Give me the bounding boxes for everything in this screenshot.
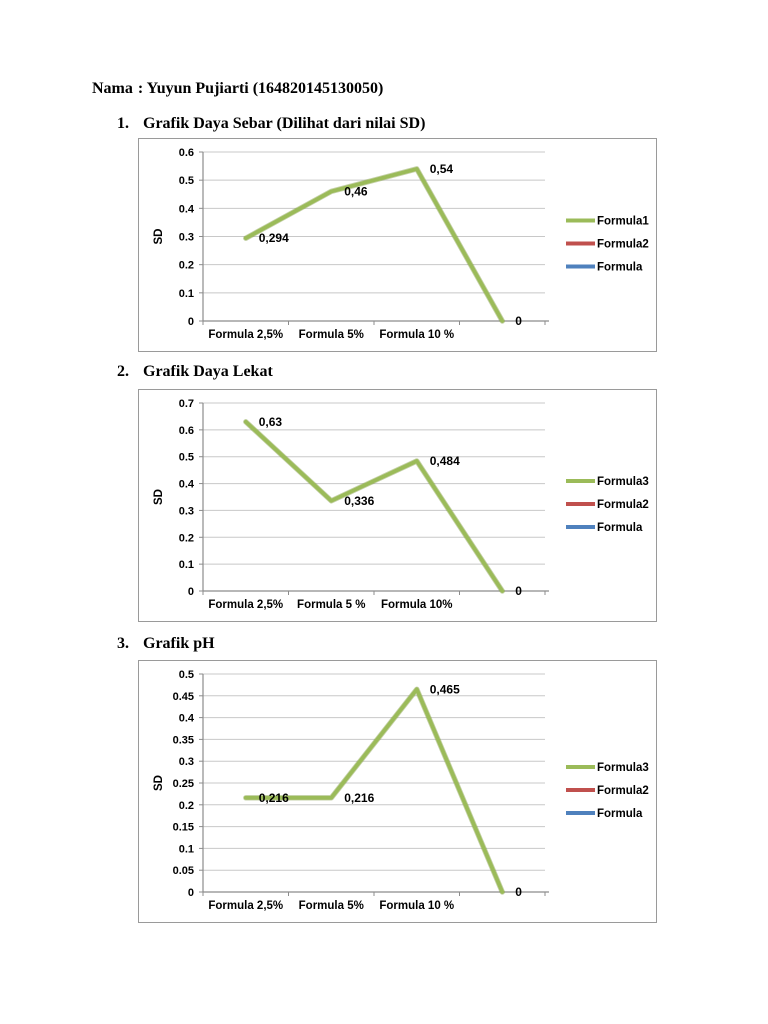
y-tick-label: 0.1 [179,559,194,571]
data-label: 0,216 [259,791,289,805]
x-category-label: Formula 5% [299,900,364,912]
y-tick-label: 0.5 [179,452,194,464]
legend-label: Formula1 [597,216,649,228]
name-label: Nama [92,80,133,97]
y-tick-label: 0.6 [179,425,194,437]
y-tick-label: 0.4 [179,479,195,491]
y-tick-label: 0 [188,316,194,328]
y-tick-label: 0.25 [173,778,194,790]
student-name-line: Nama: Yuyun Pujiarti (164820145130050) [92,80,383,98]
section-title-2: Grafik Daya Lekat [143,363,273,380]
y-tick-label: 0.45 [173,691,194,703]
y-tick-label: 0.05 [173,865,194,877]
legend-label: Formula3 [597,762,649,774]
data-label: 0,216 [344,791,374,805]
legend-label: Formula3 [597,476,649,488]
name-value: : Yuyun Pujiarti (164820145130050) [137,80,384,97]
gridlines [203,151,545,294]
legend-label: Formula2 [597,499,649,511]
data-label: 0,46 [344,184,368,198]
data-label: 0 [515,584,522,598]
legend: Formula3 Formula2 Formula [566,476,649,534]
data-label: 0,336 [344,494,374,508]
x-category-label: Formula 5% [299,329,364,341]
section-number-3: 3. [117,635,129,652]
data-label: 0,54 [430,162,454,176]
chart-daya-lekat: 0 0.1 0.2 0.3 0.4 0.5 0.6 0.7 Formula 2,5% Formul… [138,389,657,622]
y-tick-label: 0.35 [173,734,194,746]
y-tick-label: 0.1 [179,843,194,855]
legend-label: Formula2 [597,785,649,797]
section-title-1: Grafik Daya Sebar (Dilihat dari nilai SD… [143,115,426,132]
y-tick-label: 0.1 [179,288,194,300]
legend: Formula1 Formula2 Formula [566,216,649,274]
section-number-1: 1. [117,115,129,132]
chart-svg: 0 0.1 0.2 0.3 0.4 0.5 0.6 0.7 Formula 2,5% Formul… [153,398,649,611]
x-category-label: Formula 2,5% [208,599,283,611]
data-label: 0,294 [259,231,289,245]
y-tick-label: 0.4 [179,713,195,725]
legend-label: Formula2 [597,239,649,251]
gridlines [203,673,545,871]
legend-label: Formula [597,808,643,820]
y-tick-label: 0.15 [173,822,194,834]
y-tick-label: 0.7 [179,398,194,410]
series-line [243,419,505,593]
data-label: 0 [515,885,522,899]
chart-svg: 0 0.1 0.2 0.3 0.4 0.5 0.6 Formula 2,5% Formula 5… [153,147,649,341]
data-label: 0,63 [259,415,283,429]
y-tick-label: 0.2 [179,532,194,544]
x-category-label: Formula 2,5% [208,329,283,341]
data-label: 0 [515,314,522,328]
y-tick-label: 0.5 [179,175,194,187]
x-category-label: Formula 10% [381,599,453,611]
gridlines [203,402,545,565]
y-axis-title: SD [153,229,165,245]
x-category-label: Formula 2,5% [208,900,283,912]
chart-svg: 0 0.05 0.1 0.15 0.2 0.25 0.3 0.35 0.4 0.45 0.5 Form… [153,669,649,912]
y-tick-label: 0.3 [179,505,194,517]
chart-daya-sebar: 0 0.1 0.2 0.3 0.4 0.5 0.6 Formula 2,5% Formula 5… [138,138,657,352]
section-number-2: 2. [117,363,129,380]
y-tick-label: 0 [188,887,194,899]
y-tick-label: 0.5 [179,669,194,681]
y-axis-title: SD [153,489,165,505]
y-tick-label: 0.6 [179,147,194,159]
section-title-3: Grafik pH [143,635,215,652]
data-label: 0,484 [430,454,460,468]
section-heading-2: 2. Grafik Daya Lekat [117,363,273,381]
section-heading-3: 3. Grafik pH [117,635,215,653]
legend: Formula3 Formula2 Formula [566,762,649,820]
x-category-label: Formula 10 % [379,329,454,341]
series-line [243,166,505,323]
x-category-label: Formula 10 % [379,900,454,912]
y-tick-label: 0.2 [179,260,194,272]
legend-label: Formula [597,262,643,274]
y-tick-label: 0.3 [179,756,194,768]
legend-label: Formula [597,522,643,534]
section-heading-1: 1. Grafik Daya Sebar (Dilihat dari nilai … [117,115,425,133]
y-tick-label: 0.2 [179,800,194,812]
y-tick-label: 0 [188,586,194,598]
data-label: 0,465 [430,682,460,696]
y-axis-title: SD [153,775,165,791]
y-tick-label: 0.4 [179,203,195,215]
y-tick-label: 0.3 [179,232,194,244]
x-category-label: Formula 5 % [297,599,365,611]
series-line [243,687,505,894]
chart-ph: 0 0.05 0.1 0.15 0.2 0.25 0.3 0.35 0.4 0.45 0.5 Form… [138,660,657,923]
